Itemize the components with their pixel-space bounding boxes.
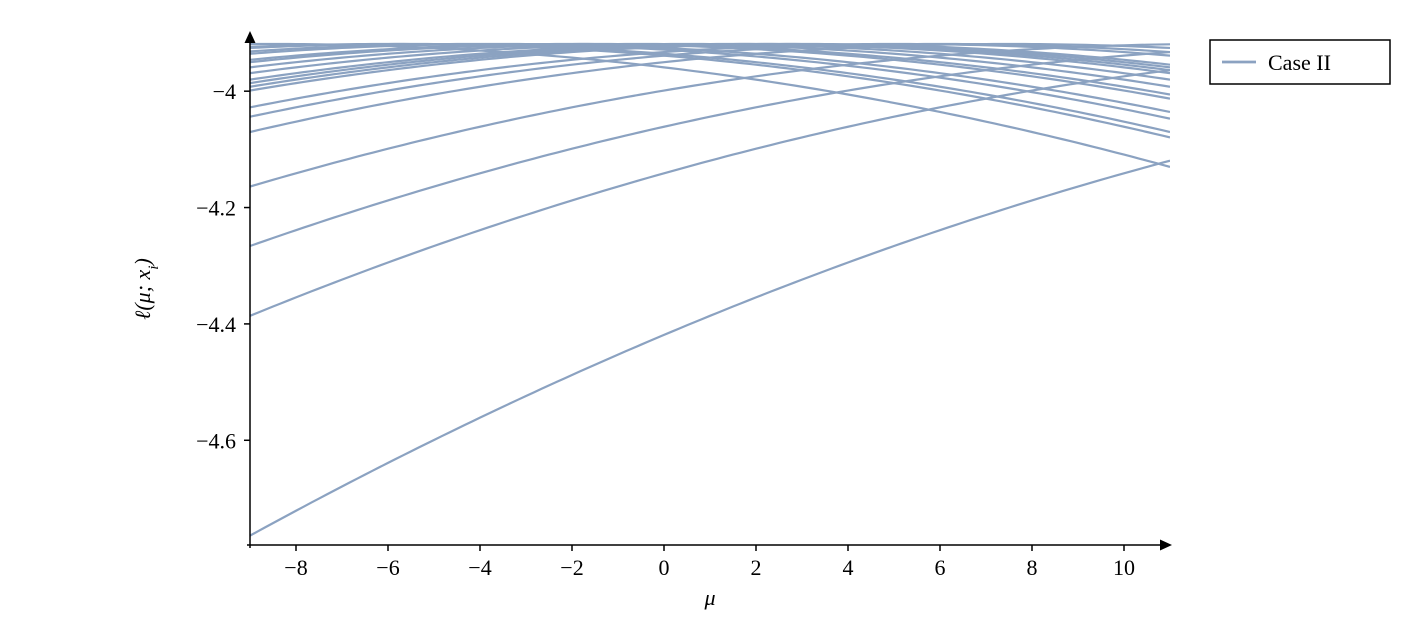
x-tick-label: 4 — [843, 555, 854, 580]
x-tick-label: −6 — [376, 555, 399, 580]
chart-svg: −8−6−4−20246810−4−4.2−4.4−4.6μℓ(μ; xi)Ca… — [0, 0, 1426, 644]
x-tick-label: −8 — [284, 555, 307, 580]
x-axis-label: μ — [703, 585, 715, 610]
legend-label: Case II — [1268, 50, 1331, 75]
y-tick-label: −4.2 — [196, 196, 236, 221]
x-tick-label: −2 — [560, 555, 583, 580]
x-tick-label: 8 — [1027, 555, 1038, 580]
x-tick-label: 0 — [659, 555, 670, 580]
y-tick-label: −4 — [213, 79, 236, 104]
y-tick-label: −4.6 — [196, 428, 236, 453]
x-tick-label: 10 — [1113, 555, 1135, 580]
x-tick-label: 6 — [935, 555, 946, 580]
chart-container: −8−6−4−20246810−4−4.2−4.4−4.6μℓ(μ; xi)Ca… — [0, 0, 1426, 644]
x-tick-label: −4 — [468, 555, 491, 580]
y-tick-label: −4.4 — [196, 312, 236, 337]
x-tick-label: 2 — [751, 555, 762, 580]
